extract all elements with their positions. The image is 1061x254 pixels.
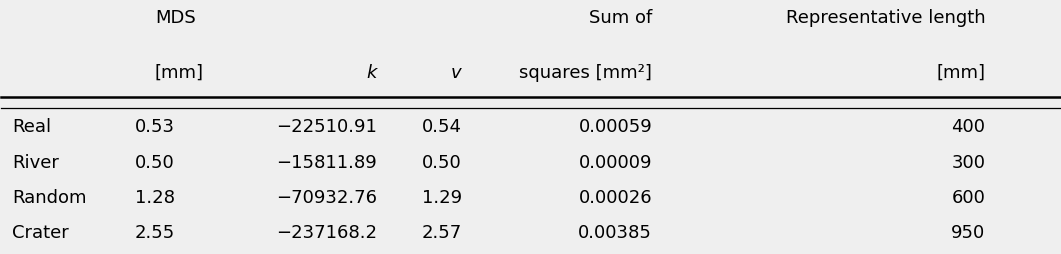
Text: Sum of: Sum of (589, 9, 653, 26)
Text: −237168.2: −237168.2 (276, 224, 377, 242)
Text: 950: 950 (952, 224, 986, 242)
Text: 0.00385: 0.00385 (578, 224, 653, 242)
Text: 0.50: 0.50 (135, 153, 175, 171)
Text: 600: 600 (952, 188, 986, 206)
Text: 1.29: 1.29 (421, 188, 462, 206)
Text: −22510.91: −22510.91 (276, 118, 377, 136)
Text: 2.55: 2.55 (135, 224, 175, 242)
Text: 0.00026: 0.00026 (578, 188, 653, 206)
Text: −70932.76: −70932.76 (276, 188, 377, 206)
Text: [mm]: [mm] (155, 64, 204, 82)
Text: 2.57: 2.57 (421, 224, 462, 242)
Text: squares [mm²]: squares [mm²] (519, 64, 653, 82)
Text: k: k (367, 64, 377, 82)
Text: MDS: MDS (155, 9, 195, 26)
Text: −15811.89: −15811.89 (276, 153, 377, 171)
Text: 1.28: 1.28 (135, 188, 175, 206)
Text: [mm]: [mm] (937, 64, 986, 82)
Text: River: River (12, 153, 58, 171)
Text: 0.53: 0.53 (135, 118, 175, 136)
Text: 0.00059: 0.00059 (578, 118, 653, 136)
Text: v: v (451, 64, 462, 82)
Text: Random: Random (12, 188, 86, 206)
Text: 400: 400 (952, 118, 986, 136)
Text: 0.54: 0.54 (421, 118, 462, 136)
Text: 0.00009: 0.00009 (578, 153, 653, 171)
Text: 300: 300 (952, 153, 986, 171)
Text: Crater: Crater (12, 224, 69, 242)
Text: Real: Real (12, 118, 51, 136)
Text: Representative length: Representative length (786, 9, 986, 26)
Text: 0.50: 0.50 (422, 153, 462, 171)
